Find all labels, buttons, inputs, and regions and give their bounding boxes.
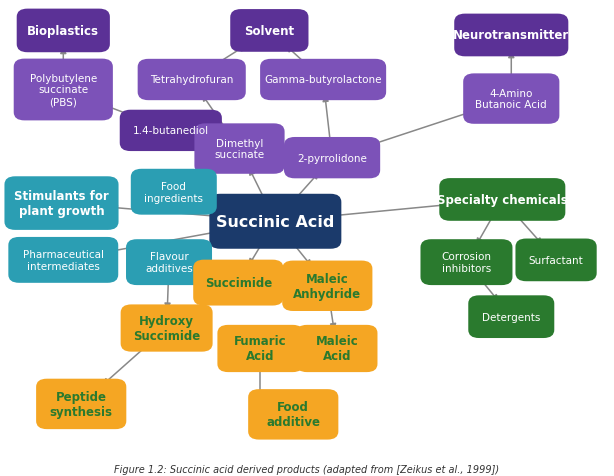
Text: 2-pyrrolidone: 2-pyrrolidone bbox=[297, 153, 367, 163]
Text: Fumaric
Acid: Fumaric Acid bbox=[234, 335, 287, 363]
Text: Polybutylene
succinate
(PBS): Polybutylene succinate (PBS) bbox=[29, 74, 97, 107]
FancyBboxPatch shape bbox=[230, 10, 308, 53]
Text: Flavour
additives: Flavour additives bbox=[145, 252, 193, 273]
Text: Succimide: Succimide bbox=[204, 277, 272, 289]
FancyBboxPatch shape bbox=[14, 60, 113, 121]
FancyBboxPatch shape bbox=[195, 124, 285, 174]
FancyBboxPatch shape bbox=[296, 325, 378, 372]
FancyBboxPatch shape bbox=[138, 60, 246, 101]
FancyBboxPatch shape bbox=[120, 305, 212, 352]
Text: Neurotransmitter: Neurotransmitter bbox=[453, 30, 569, 42]
FancyBboxPatch shape bbox=[284, 138, 380, 179]
FancyBboxPatch shape bbox=[4, 177, 119, 230]
Text: 1.4-butanediol: 1.4-butanediol bbox=[133, 126, 209, 136]
FancyBboxPatch shape bbox=[36, 379, 126, 429]
Text: Tetrahydrofuran: Tetrahydrofuran bbox=[150, 75, 233, 85]
FancyBboxPatch shape bbox=[468, 296, 554, 338]
FancyBboxPatch shape bbox=[209, 194, 341, 249]
FancyBboxPatch shape bbox=[217, 325, 303, 372]
FancyBboxPatch shape bbox=[421, 240, 513, 286]
Text: Detergents: Detergents bbox=[482, 312, 540, 322]
Text: Dimethyl
succinate: Dimethyl succinate bbox=[214, 139, 265, 160]
Text: Bioplastics: Bioplastics bbox=[27, 25, 99, 38]
FancyBboxPatch shape bbox=[454, 15, 569, 57]
Text: Specialty chemicals: Specialty chemicals bbox=[437, 194, 568, 207]
FancyBboxPatch shape bbox=[516, 239, 597, 282]
FancyBboxPatch shape bbox=[260, 60, 386, 101]
Text: Maleic
Anhydride: Maleic Anhydride bbox=[293, 272, 362, 300]
Text: Pharmaceutical
intermediates: Pharmaceutical intermediates bbox=[23, 249, 104, 271]
FancyBboxPatch shape bbox=[439, 178, 565, 221]
FancyBboxPatch shape bbox=[9, 238, 119, 283]
FancyBboxPatch shape bbox=[131, 169, 217, 215]
FancyBboxPatch shape bbox=[120, 110, 222, 152]
Text: Surfactant: Surfactant bbox=[529, 255, 583, 265]
FancyBboxPatch shape bbox=[193, 260, 284, 306]
Text: Maleic
Acid: Maleic Acid bbox=[316, 335, 358, 363]
FancyBboxPatch shape bbox=[17, 10, 110, 53]
Text: Food
additive: Food additive bbox=[266, 400, 321, 428]
Text: Corrosion
inhibitors: Corrosion inhibitors bbox=[441, 252, 491, 273]
Text: Succinic Acid: Succinic Acid bbox=[216, 214, 335, 229]
Text: Figure 1.2: Succinic acid derived products (adapted from [Zeikus et al., 1999]): Figure 1.2: Succinic acid derived produc… bbox=[114, 464, 500, 474]
Text: Solvent: Solvent bbox=[244, 25, 295, 38]
Text: Hydroxy
Succimide: Hydroxy Succimide bbox=[133, 314, 200, 342]
FancyBboxPatch shape bbox=[463, 74, 559, 125]
Text: Stimulants for
plant growth: Stimulants for plant growth bbox=[14, 189, 109, 218]
FancyBboxPatch shape bbox=[282, 261, 373, 311]
Text: 4-Amino
Butanoic Acid: 4-Amino Butanoic Acid bbox=[475, 89, 547, 110]
Text: Food
ingredients: Food ingredients bbox=[144, 181, 203, 203]
Text: Gamma-butyrolactone: Gamma-butyrolactone bbox=[265, 75, 382, 85]
FancyBboxPatch shape bbox=[248, 389, 338, 440]
Text: Peptide
synthesis: Peptide synthesis bbox=[50, 390, 113, 418]
FancyBboxPatch shape bbox=[126, 240, 212, 286]
